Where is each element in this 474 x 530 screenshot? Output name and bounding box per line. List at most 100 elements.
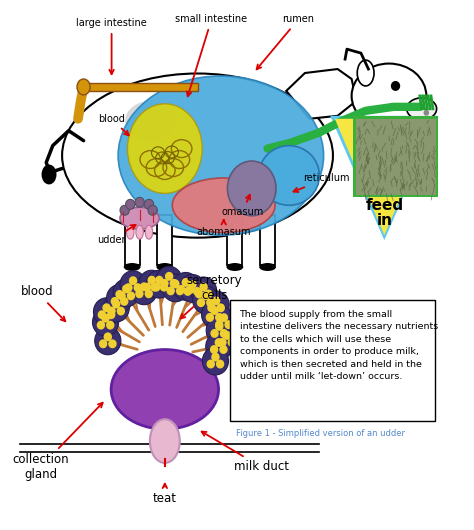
Polygon shape	[83, 83, 198, 91]
Circle shape	[391, 81, 400, 91]
Text: abomasum: abomasum	[196, 220, 251, 237]
Circle shape	[203, 291, 229, 319]
Text: blood: blood	[98, 114, 129, 135]
Circle shape	[148, 205, 157, 215]
Text: omasum: omasum	[221, 195, 264, 217]
Circle shape	[206, 333, 232, 360]
FancyBboxPatch shape	[230, 300, 435, 421]
Circle shape	[197, 298, 205, 307]
Circle shape	[131, 277, 157, 305]
Text: feed: feed	[365, 198, 403, 213]
Circle shape	[146, 270, 173, 298]
Circle shape	[101, 314, 110, 323]
Circle shape	[200, 282, 208, 292]
Ellipse shape	[42, 164, 56, 184]
Ellipse shape	[357, 60, 374, 86]
Ellipse shape	[259, 146, 319, 205]
Ellipse shape	[111, 350, 219, 429]
Circle shape	[102, 303, 111, 312]
Circle shape	[92, 308, 118, 336]
Circle shape	[215, 320, 223, 329]
Circle shape	[224, 320, 233, 329]
Circle shape	[220, 329, 228, 338]
Circle shape	[195, 289, 203, 298]
Circle shape	[111, 297, 119, 306]
Circle shape	[140, 282, 148, 292]
Text: secretory
cells: secretory cells	[181, 274, 242, 319]
Ellipse shape	[118, 76, 324, 235]
Circle shape	[217, 303, 225, 312]
Ellipse shape	[407, 98, 437, 120]
Circle shape	[177, 285, 185, 294]
Circle shape	[147, 276, 156, 285]
Circle shape	[176, 286, 184, 295]
Text: large intestine: large intestine	[76, 18, 147, 74]
Circle shape	[183, 287, 192, 296]
Ellipse shape	[173, 178, 275, 233]
FancyBboxPatch shape	[356, 119, 436, 196]
Circle shape	[424, 110, 429, 116]
Polygon shape	[286, 69, 356, 119]
Circle shape	[216, 359, 224, 368]
Ellipse shape	[125, 101, 176, 140]
Ellipse shape	[145, 225, 153, 239]
Circle shape	[219, 313, 228, 322]
Circle shape	[106, 321, 114, 330]
Circle shape	[201, 292, 210, 300]
Circle shape	[214, 325, 240, 354]
Ellipse shape	[352, 64, 426, 128]
Circle shape	[211, 308, 237, 335]
Circle shape	[115, 290, 124, 299]
Text: milk duct: milk duct	[201, 431, 289, 473]
Circle shape	[95, 327, 121, 355]
Circle shape	[99, 339, 107, 348]
Ellipse shape	[227, 263, 243, 271]
Circle shape	[166, 286, 175, 295]
Circle shape	[108, 339, 117, 348]
Circle shape	[173, 272, 199, 301]
Circle shape	[120, 297, 128, 306]
Circle shape	[207, 303, 216, 312]
Circle shape	[107, 310, 115, 319]
Text: teat: teat	[153, 484, 177, 505]
Ellipse shape	[127, 225, 134, 239]
Circle shape	[112, 299, 120, 308]
Circle shape	[120, 271, 146, 298]
Circle shape	[171, 279, 180, 288]
Circle shape	[129, 276, 137, 285]
Circle shape	[144, 199, 154, 209]
Circle shape	[215, 322, 223, 331]
Circle shape	[107, 306, 116, 315]
Text: collection
gland: collection gland	[12, 403, 103, 481]
Circle shape	[155, 276, 164, 285]
Text: rumen: rumen	[256, 14, 314, 69]
Text: blood: blood	[20, 285, 65, 321]
Circle shape	[150, 282, 159, 292]
Text: small intestine: small intestine	[175, 14, 247, 96]
Ellipse shape	[77, 79, 90, 95]
Circle shape	[207, 359, 215, 368]
Text: Figure 1 - Simplified version of an udder: Figure 1 - Simplified version of an udde…	[236, 429, 405, 438]
Circle shape	[219, 345, 228, 354]
Ellipse shape	[136, 225, 143, 239]
Circle shape	[210, 345, 219, 354]
Bar	[157, 215, 173, 265]
Circle shape	[162, 274, 189, 302]
Circle shape	[135, 197, 144, 207]
FancyBboxPatch shape	[353, 116, 438, 197]
Circle shape	[124, 283, 133, 292]
Circle shape	[120, 205, 129, 215]
Circle shape	[206, 313, 214, 322]
Circle shape	[127, 292, 135, 301]
Circle shape	[223, 331, 231, 340]
Circle shape	[113, 279, 139, 307]
Circle shape	[160, 279, 169, 288]
Bar	[260, 215, 275, 265]
Circle shape	[103, 294, 129, 322]
Bar	[125, 215, 140, 265]
Circle shape	[152, 282, 161, 292]
Circle shape	[218, 338, 227, 347]
Circle shape	[126, 199, 135, 209]
Circle shape	[192, 286, 219, 314]
Circle shape	[191, 277, 217, 305]
